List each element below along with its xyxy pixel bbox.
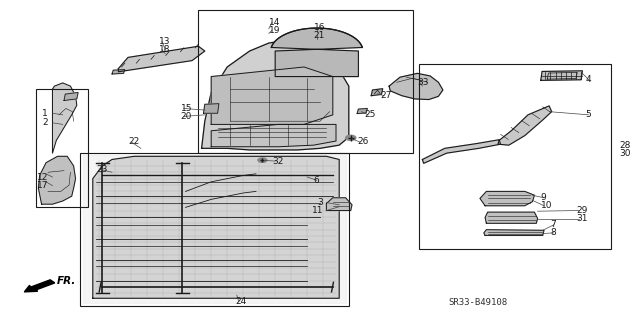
Polygon shape	[480, 191, 534, 206]
Text: 13: 13	[159, 37, 170, 46]
Bar	[198, 10, 413, 153]
Text: 8: 8	[550, 228, 556, 237]
Polygon shape	[541, 71, 582, 80]
Text: 26: 26	[357, 137, 369, 146]
Polygon shape	[202, 40, 349, 150]
Text: 9: 9	[541, 193, 547, 202]
Polygon shape	[326, 198, 352, 211]
Polygon shape	[271, 28, 362, 77]
Text: FR.: FR.	[56, 276, 76, 286]
Text: 33: 33	[417, 78, 429, 87]
Polygon shape	[357, 108, 367, 114]
Text: 18: 18	[159, 45, 170, 54]
Text: 14: 14	[269, 18, 280, 27]
Text: 19: 19	[269, 26, 280, 35]
Text: 22: 22	[128, 137, 140, 146]
Text: 10: 10	[541, 201, 552, 210]
Polygon shape	[211, 124, 336, 147]
Polygon shape	[118, 46, 205, 72]
Text: 24: 24	[236, 297, 247, 306]
Text: 21: 21	[314, 31, 325, 40]
Text: 15: 15	[180, 104, 192, 113]
Text: 16: 16	[314, 23, 325, 32]
Text: 11: 11	[312, 206, 323, 215]
Text: 27: 27	[381, 91, 392, 100]
Circle shape	[258, 158, 267, 162]
Text: 5: 5	[586, 110, 591, 119]
Text: 7: 7	[550, 220, 556, 229]
Text: 29: 29	[576, 206, 588, 215]
Text: 12: 12	[36, 173, 48, 182]
Text: 4: 4	[586, 75, 591, 84]
Text: 1: 1	[42, 109, 48, 118]
Text: SR33-B49108: SR33-B49108	[448, 298, 507, 307]
Circle shape	[346, 135, 356, 140]
FancyArrow shape	[24, 280, 55, 292]
Polygon shape	[83, 155, 346, 303]
Text: 3: 3	[317, 198, 323, 207]
Polygon shape	[64, 93, 78, 100]
Polygon shape	[38, 156, 76, 204]
Polygon shape	[389, 73, 443, 100]
Polygon shape	[211, 67, 333, 124]
Polygon shape	[112, 70, 125, 74]
Bar	[419, 64, 611, 249]
Text: 30: 30	[620, 149, 631, 158]
Polygon shape	[204, 104, 219, 113]
Text: 23: 23	[96, 165, 108, 174]
Polygon shape	[371, 89, 383, 96]
Polygon shape	[422, 140, 500, 163]
Text: 25: 25	[365, 110, 376, 119]
Bar	[36, 89, 88, 207]
Polygon shape	[498, 106, 552, 145]
Polygon shape	[93, 156, 339, 298]
Polygon shape	[52, 83, 77, 153]
Text: 2: 2	[42, 118, 48, 127]
Text: 32: 32	[272, 157, 284, 166]
Text: 17: 17	[36, 181, 48, 190]
Text: 31: 31	[576, 214, 588, 223]
Text: 20: 20	[180, 112, 192, 121]
Text: 28: 28	[620, 141, 631, 150]
Text: 6: 6	[314, 176, 319, 185]
Polygon shape	[485, 212, 538, 223]
Bar	[80, 153, 349, 306]
Polygon shape	[484, 230, 544, 235]
